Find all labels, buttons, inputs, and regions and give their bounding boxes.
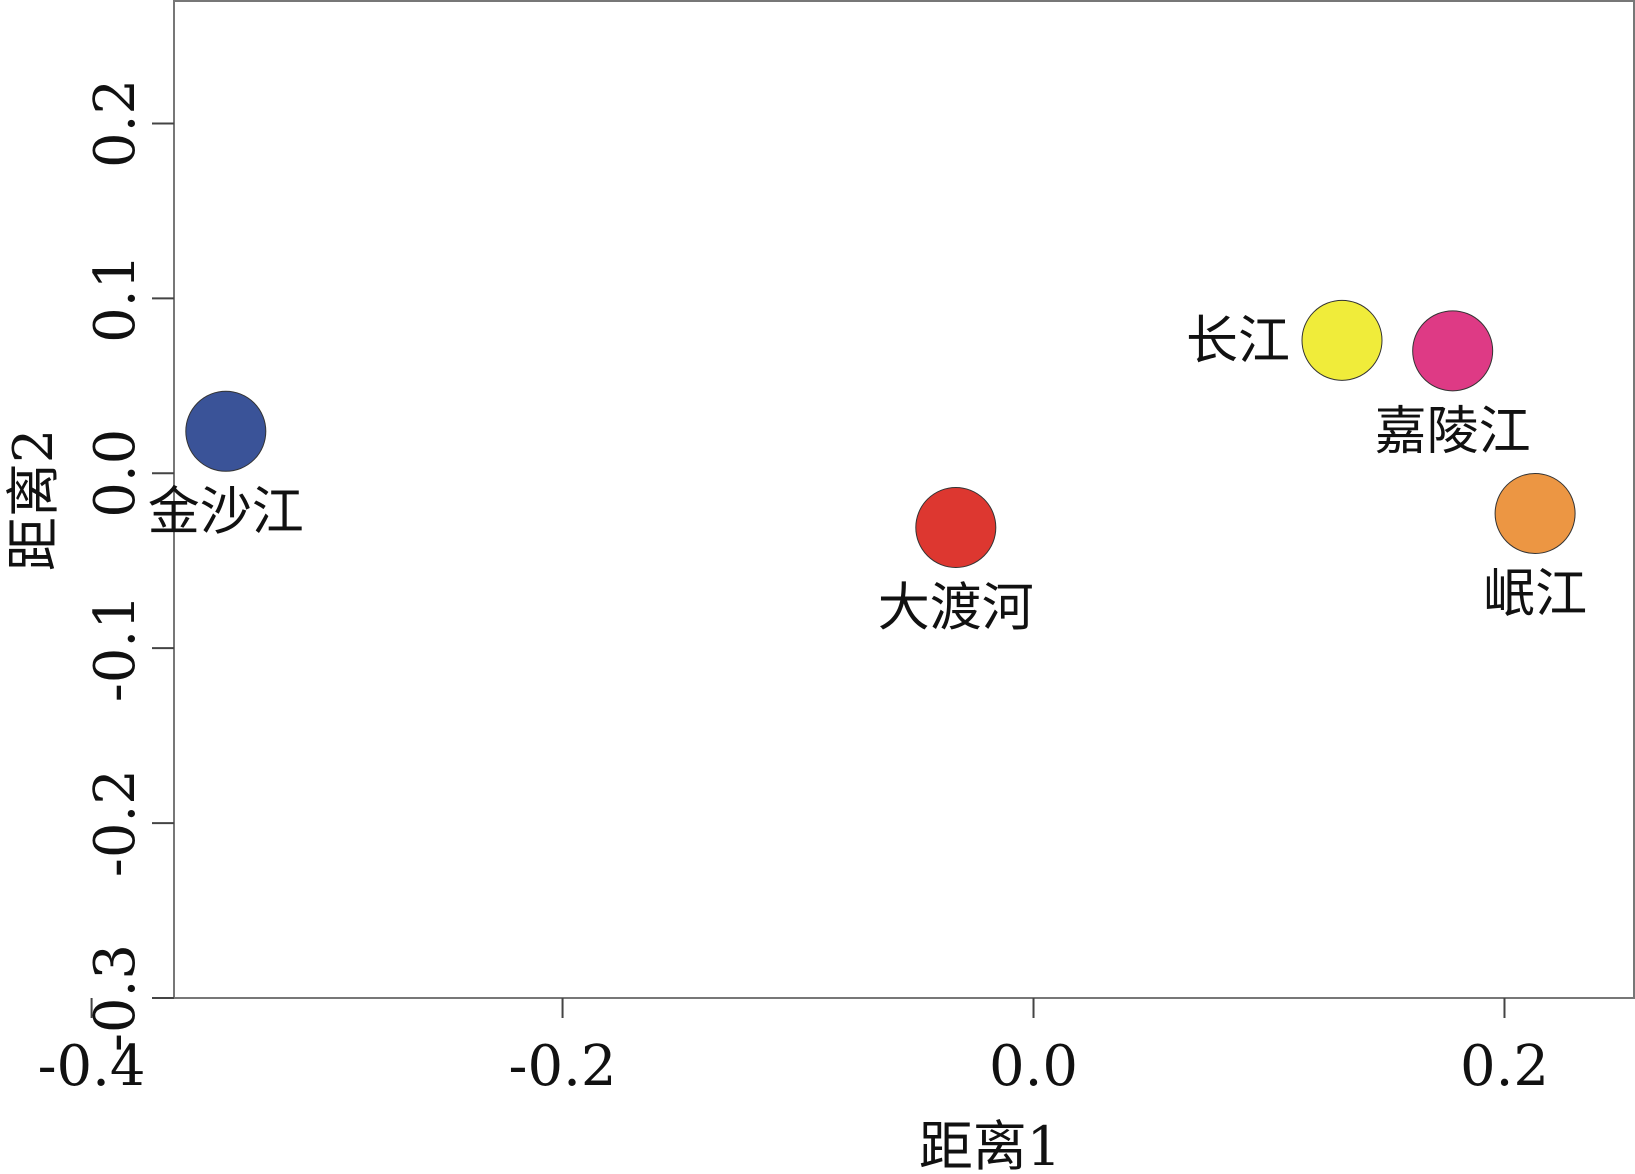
data-point bbox=[1494, 472, 1576, 554]
y-tick-label: 0.1 bbox=[83, 254, 148, 343]
x-axis: -0.4 -0.2 0.0 0.2 bbox=[38, 998, 1549, 1099]
data-point-label: 嘉陵江 bbox=[1375, 402, 1531, 462]
data-point-label: 金沙江 bbox=[148, 482, 304, 542]
y-axis-title: 距离2 bbox=[2, 429, 65, 571]
data-point-label: 岷江 bbox=[1483, 564, 1587, 624]
data-point bbox=[185, 390, 267, 472]
x-tick-label: -0.2 bbox=[509, 1034, 617, 1099]
data-point bbox=[915, 486, 997, 568]
x-tick-label: 0.2 bbox=[1460, 1034, 1549, 1099]
x-axis-title: 距离1 bbox=[919, 1115, 1061, 1174]
y-tick-label: 0.2 bbox=[83, 79, 148, 168]
x-tick-label: 0.0 bbox=[989, 1034, 1078, 1099]
data-point bbox=[1301, 299, 1383, 381]
plot-frame bbox=[173, 0, 1635, 999]
data-point-label: 长江 bbox=[1186, 311, 1290, 371]
y-axis: -0.3 -0.2 -0.1 0.0 0.1 0.2 bbox=[83, 79, 174, 1052]
data-point bbox=[1412, 310, 1494, 392]
y-tick-label: -0.2 bbox=[83, 769, 148, 877]
x-tick-label: -0.4 bbox=[38, 1034, 146, 1099]
y-tick-label: 0.0 bbox=[83, 429, 148, 518]
y-tick-label: -0.1 bbox=[83, 594, 148, 702]
data-point-label: 大渡河 bbox=[878, 578, 1034, 638]
y-tick-label: -0.3 bbox=[83, 944, 148, 1052]
